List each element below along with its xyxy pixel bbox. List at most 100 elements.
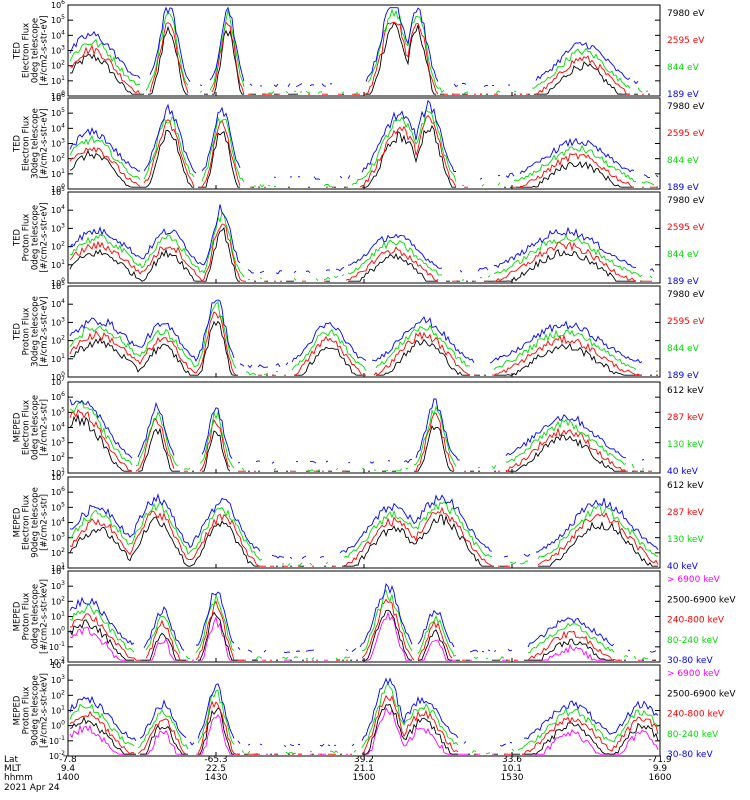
y-tick-label: 105 [51,280,65,291]
legend-entry: 240-800 keV [667,616,725,626]
y-tick-label: 101 [51,75,65,86]
legend-entry: 130 keV [667,535,704,545]
series-trace [69,703,659,755]
legend-entry: > 6900 keV [667,669,721,679]
x-tick-label: 9.9 [653,764,668,774]
y-tick-label: 102 [51,595,65,606]
y-tick-label: 102 [51,547,65,558]
series-trace [70,590,658,660]
y-tick-label: 101 [51,259,65,270]
series-trace [69,582,657,653]
legend-entry: 130 keV [667,440,704,450]
y-tick-label: 101 [51,611,65,622]
y-axis-title: TEDProton Flux0deg telescope[#/cm2-s-str… [13,202,50,272]
legend-entry: 240-800 keV [667,710,725,720]
y-tick-label: 100 [51,277,65,288]
legend-entry: 189 eV [667,277,700,287]
y-tick-label: 102 [51,60,65,71]
y-tick-label: 100 [51,626,65,637]
y-tick-label: 105 [51,107,65,118]
date-label: 2021 Apr 24 [4,783,60,793]
y-tick-label: 104 [51,565,65,576]
series-trace [69,694,659,755]
series-trace [69,506,659,567]
x-tick-label: 9.4 [61,764,76,774]
legend-entry: 2595 eV [667,223,705,233]
y-tick-label: 102 [51,689,65,700]
legend-entry: 7980 eV [667,9,705,19]
legend-entry: 2595 eV [667,129,705,139]
y-tick-label: 103 [51,532,65,543]
series-trace [69,114,658,188]
x-tick-label: 1530 [501,773,524,783]
legend-entry: 7980 eV [667,102,705,112]
y-tick-label: 104 [51,422,65,433]
y-tick-label: 103 [51,222,65,233]
y-axis-title: MEPEDProton Flux0deg telescope[#/cm2-s-s… [13,579,50,654]
legend-entry: 844 eV [667,250,700,260]
y-axis-title: MEPEDElectron Flux0deg telescope[#/cm2-s… [13,395,50,460]
x-axis-row-label: MLT [4,764,22,774]
legend-entry: 612 keV [667,481,704,491]
y-tick-label: 105 [51,14,65,25]
y-tick-label: 10-2 [49,656,65,667]
y-tick-label: 104 [51,517,65,528]
panel-frame [67,4,661,97]
series-trace [69,683,659,755]
x-tick-label: -7.8 [59,755,77,765]
y-tick-label: 102 [51,241,65,252]
y-tick-label: 104 [51,122,65,133]
x-tick-label: 22.5 [206,764,226,774]
series-trace [69,8,649,95]
x-axis-row-label: hhmm [4,773,33,783]
y-tick-label: 104 [51,298,65,309]
y-tick-label: 104 [51,204,65,215]
x-tick-label: 1430 [205,773,228,783]
y-tick-label: 101 [51,467,65,478]
y-tick-label: 103 [51,138,65,149]
y-tick-label: 101 [51,562,65,573]
y-tick-label: 100 [51,371,65,382]
series-trace [69,211,653,281]
series-trace [70,401,658,472]
series-trace [69,300,659,376]
y-tick-label: 10-1 [49,735,65,746]
x-tick-label: -65.3 [204,755,227,765]
y-tick-label: 101 [51,353,65,364]
series-trace [69,99,659,180]
legend-entry: 80-240 keV [667,730,719,740]
series-trace [70,110,658,187]
legend-entry: 189 eV [667,371,700,381]
legend-entry: 2500-6900 keV [667,595,736,605]
series-trace [69,611,656,661]
legend-entry: 30-80 keV [667,750,713,760]
series-trace [69,514,658,567]
y-tick-label: 104 [51,659,65,670]
legend-entry: 30-80 keV [667,656,713,666]
legend-entry: 844 eV [667,63,700,73]
y-tick-label: 105 [51,186,65,197]
y-tick-label: 103 [51,45,65,56]
legend-entry: 40 keV [667,562,699,572]
y-axis-title: MEPEDProton Flux90deg telescope[#/cm2-s-… [13,673,50,748]
y-tick-label: 103 [51,437,65,448]
x-axis-row-label: Lat [4,755,19,765]
y-axis-title: TEDElectron Flux30deg telescope[#/cm2-s-… [13,108,50,179]
y-tick-label: 106 [51,391,65,402]
legend-entry: 7980 eV [667,196,705,206]
y-tick-label: 102 [51,335,65,346]
y-tick-label: 101 [51,168,65,179]
x-tick-label: 21.1 [354,764,374,774]
series-trace [69,500,659,566]
panel-frame [67,381,661,474]
legend-entry: 287 keV [667,508,704,518]
y-tick-label: 10-2 [49,750,65,761]
